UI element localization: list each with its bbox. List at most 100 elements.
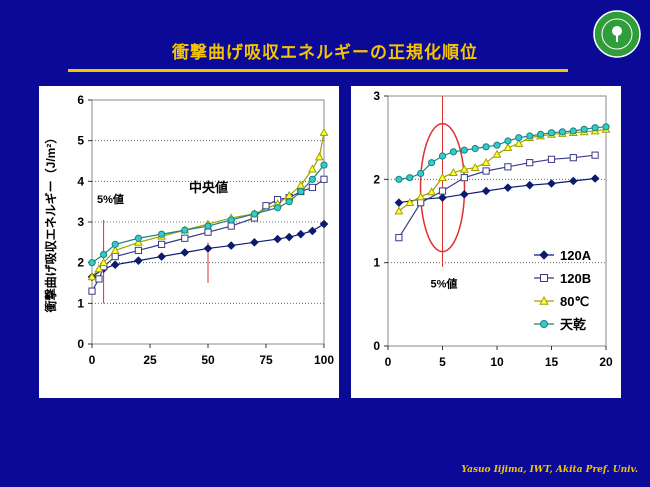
data-point — [296, 229, 306, 239]
data-point — [547, 155, 556, 163]
data-point — [100, 250, 108, 259]
data-point — [250, 238, 259, 247]
data-point — [395, 175, 403, 183]
data-point — [558, 128, 566, 136]
data-point — [320, 161, 328, 169]
legend-label: 120B — [560, 271, 591, 286]
data-point — [133, 237, 143, 246]
x-tick-label: 50 — [201, 353, 215, 367]
data-point — [111, 252, 119, 261]
data-point — [157, 252, 166, 261]
data-point — [134, 246, 143, 255]
data-point — [547, 129, 556, 137]
y-tick-label: 3 — [373, 89, 380, 103]
y-tick-label: 3 — [77, 215, 84, 229]
y-tick-label: 5 — [77, 134, 84, 148]
data-point — [134, 256, 143, 265]
data-point — [416, 192, 426, 201]
data-point — [273, 234, 282, 244]
legend-marker — [540, 274, 548, 282]
data-point — [471, 144, 479, 153]
data-point — [158, 240, 166, 248]
annotation-ellipse — [419, 122, 466, 253]
legend-label: 80℃ — [560, 294, 589, 309]
university-logo — [593, 10, 641, 58]
legend-label: 120A — [560, 248, 592, 263]
data-point — [314, 152, 324, 161]
x-tick-label: 5 — [439, 355, 446, 369]
data-point — [590, 174, 600, 183]
data-point — [602, 123, 610, 131]
data-point — [438, 152, 447, 160]
data-point — [110, 245, 120, 254]
data-point — [438, 187, 447, 195]
x-tick-label: 100 — [314, 353, 334, 367]
chart-panel-lower-tail: 0 1 2 3 0 5 10 15 20 5%値 120A 120B 80℃ 天乾 — [351, 86, 621, 398]
x-tick-label: 20 — [599, 355, 613, 369]
data-point — [99, 258, 109, 267]
annotation-label: 中央値 — [189, 180, 228, 195]
data-point — [591, 124, 599, 132]
y-tick-label: 2 — [373, 172, 380, 186]
data-point — [297, 187, 305, 196]
data-point — [580, 125, 588, 133]
data-point — [406, 174, 414, 182]
data-point — [514, 138, 524, 147]
data-point — [111, 240, 119, 248]
data-point — [262, 202, 270, 210]
data-point — [504, 163, 512, 171]
x-tick-label: 10 — [490, 355, 504, 369]
data-point — [438, 173, 447, 182]
annotation-label: 5%値 — [97, 192, 124, 206]
data-point — [226, 241, 236, 250]
data-point — [203, 244, 213, 253]
data-point — [449, 148, 458, 156]
data-point — [110, 260, 120, 270]
legend-marker — [539, 295, 549, 305]
data-point — [308, 226, 317, 236]
data-point — [448, 168, 458, 177]
data-point — [470, 163, 480, 172]
y-tick-label: 0 — [77, 337, 84, 351]
y-axis-label: 衝撃曲げ吸収エネルギー（J/m²） — [43, 132, 58, 314]
chart-panel-overall: 0 1 2 3 4 5 6 0 25 50 75 100 5%値 中央値 衝撃曲げ吸収エネルギー（J/m²） — [39, 86, 339, 398]
data-point — [308, 175, 316, 183]
chart-overall: 0 1 2 3 4 5 6 0 25 50 75 100 5%値 中央値 衝撃曲げ吸収エネルギー（J/m²） — [43, 93, 334, 367]
data-point — [308, 183, 316, 192]
data-point — [460, 174, 468, 182]
data-point — [227, 216, 235, 224]
data-point — [427, 187, 437, 196]
data-point — [568, 176, 578, 186]
data-point — [181, 226, 189, 234]
x-tick-label: 25 — [143, 353, 157, 367]
data-point — [438, 193, 447, 202]
data-point — [395, 234, 403, 242]
data-point — [250, 210, 258, 218]
legend-marker — [539, 250, 549, 260]
data-point — [134, 234, 143, 242]
data-point — [319, 219, 329, 229]
x-tick-label: 0 — [89, 353, 96, 367]
legend-label: 天乾 — [560, 317, 586, 332]
data-point — [394, 206, 404, 215]
title-underline — [68, 69, 568, 72]
data-point — [394, 198, 404, 207]
data-point — [405, 198, 415, 207]
data-point — [95, 275, 103, 283]
data-point — [94, 264, 104, 273]
data-point — [307, 164, 317, 173]
slide-title: 衝撃曲げ吸収エネルギーの正規化順位 — [172, 43, 478, 63]
legend: 120A 120B 80℃ 天乾 — [534, 248, 592, 332]
legend-marker — [540, 320, 548, 328]
data-point — [569, 127, 577, 135]
data-point — [503, 143, 513, 152]
data-point — [504, 137, 512, 145]
data-point — [204, 228, 212, 236]
data-point — [88, 259, 96, 267]
data-point — [319, 127, 329, 136]
data-point — [320, 175, 328, 183]
data-point — [459, 190, 469, 199]
y-tick-label: 2 — [77, 256, 84, 270]
x-tick-label: 75 — [259, 353, 273, 367]
